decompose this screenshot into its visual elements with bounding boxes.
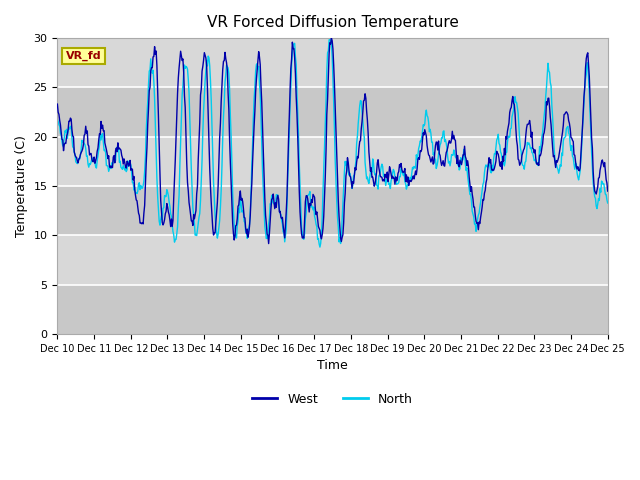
West	[176, 57, 184, 62]
Legend: West, North: West, North	[247, 388, 418, 411]
North	[401, 179, 409, 184]
Y-axis label: Temperature (C): Temperature (C)	[15, 135, 28, 237]
North	[63, 135, 71, 141]
West	[401, 166, 409, 171]
West	[205, 134, 212, 140]
West	[328, 35, 335, 41]
West	[54, 101, 61, 107]
North	[120, 165, 128, 171]
X-axis label: Time: Time	[317, 360, 348, 372]
North	[205, 55, 212, 60]
Line: North: North	[58, 38, 608, 247]
Bar	[58, 236, 608, 285]
Title: VR Forced Diffusion Temperature: VR Forced Diffusion Temperature	[207, 15, 458, 30]
Bar	[58, 38, 608, 87]
North	[604, 200, 612, 206]
West	[265, 240, 273, 246]
North	[326, 35, 333, 41]
North	[316, 244, 324, 250]
Text: VR_fd: VR_fd	[66, 51, 101, 61]
West	[63, 131, 71, 137]
West	[604, 188, 612, 194]
West	[120, 156, 128, 162]
North	[417, 139, 425, 144]
North	[176, 162, 184, 168]
Bar	[58, 137, 608, 186]
Bar	[58, 285, 608, 334]
North	[54, 116, 61, 122]
Bar	[58, 87, 608, 137]
West	[417, 149, 425, 155]
Bar	[58, 186, 608, 236]
Line: West: West	[58, 38, 608, 243]
